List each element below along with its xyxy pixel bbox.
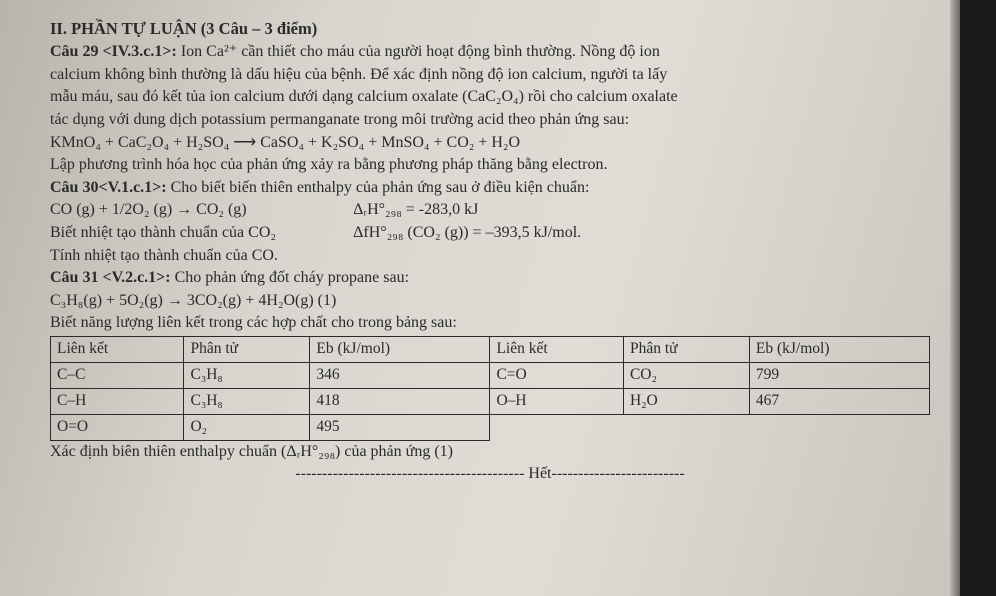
th-4: Phân tử xyxy=(623,336,749,362)
q31-text-1: Cho phản ứng đốt cháy propane sau: xyxy=(171,269,409,286)
q29-equation: KMnO₄ + CaC₂O₄ + H₂SO₄ ⟶ CaSO₄ + K₂SO₄ +… xyxy=(50,132,930,154)
q29-line: Câu 29 <IV.3.c.1>: Ion Ca²⁺ cần thiết ch… xyxy=(50,41,930,63)
q30-eq-left: CO (g) + 1/2O₂ (g) → CO₂ (g) xyxy=(50,199,350,221)
td: 495 xyxy=(310,414,490,440)
td: 418 xyxy=(310,388,490,414)
td: O₂ xyxy=(184,414,310,440)
q29-text-5: Lập phương trình hóa học của phản ứng xả… xyxy=(50,154,930,176)
q31-text-2: Biết năng lượng liên kết trong các hợp c… xyxy=(50,312,930,334)
q30-eq-right: ΔᵣH°₂₉₈ = -283,0 kJ xyxy=(353,201,478,218)
td-empty xyxy=(623,414,749,440)
table-header-row: Liên kết Phân tử Eb (kJ/mol) Liên kết Ph… xyxy=(51,336,930,362)
td: C–H xyxy=(51,388,184,414)
th-1: Phân tử xyxy=(184,336,310,362)
td: 467 xyxy=(749,388,929,414)
table-row: C–H C₃H₈ 418 O–H H₂O 467 xyxy=(51,388,930,414)
q30-eq-row: CO (g) + 1/2O₂ (g) → CO₂ (g) ΔᵣH°₂₉₈ = -… xyxy=(50,199,930,221)
page-shadow xyxy=(950,0,960,596)
td-empty xyxy=(490,414,623,440)
q30-line2-right: ΔfH°₂₉₈ (CO₂ (g)) = –393,5 kJ/mol. xyxy=(353,224,581,241)
q31-label: Câu 31 <V.2.c.1>: xyxy=(50,269,171,286)
bond-energy-table: Liên kết Phân tử Eb (kJ/mol) Liên kết Ph… xyxy=(50,336,930,441)
th-3: Liên kết xyxy=(490,336,623,362)
td: C₃H₈ xyxy=(184,362,310,388)
td-empty xyxy=(749,414,929,440)
q30-line2-row: Biết nhiệt tạo thành chuẩn của CO₂ ΔfH°₂… xyxy=(50,222,930,244)
page-edge xyxy=(960,0,996,596)
td: 799 xyxy=(749,362,929,388)
end-marker: ----------------------------------------… xyxy=(50,463,930,485)
q29-text-3: mẫu máu, sau đó kết tủa ion calcium dưới… xyxy=(50,86,930,108)
q31-equation: C₃H₈(g) + 5O₂(g) → 3CO₂(g) + 4H₂O(g) (1) xyxy=(50,290,930,312)
q30-text-1: Cho biết biến thiên enthalpy của phản ứn… xyxy=(167,179,590,196)
td: CO₂ xyxy=(623,362,749,388)
q31-line: Câu 31 <V.2.c.1>: Cho phản ứng đốt cháy … xyxy=(50,267,930,289)
th-5: Eb (kJ/mol) xyxy=(749,336,929,362)
table-row: C–C C₃H₈ 346 C=O CO₂ 799 xyxy=(51,362,930,388)
q30-line: Câu 30<V.1.c.1>: Cho biết biến thiên ent… xyxy=(50,177,930,199)
td: O–H xyxy=(490,388,623,414)
th-0: Liên kết xyxy=(51,336,184,362)
td: 346 xyxy=(310,362,490,388)
q30-text-3: Tính nhiệt tạo thành chuẩn của CO. xyxy=(50,245,930,267)
q29-label: Câu 29 <IV.3.c.1>: xyxy=(50,43,177,60)
td: C–C xyxy=(51,362,184,388)
q30-line2-left: Biết nhiệt tạo thành chuẩn của CO₂ xyxy=(50,222,350,244)
document-page: II. PHẦN TỰ LUẬN (3 Câu – 3 điểm) Câu 29… xyxy=(0,0,960,596)
q30-label: Câu 30<V.1.c.1>: xyxy=(50,179,167,196)
td: C₃H₈ xyxy=(184,388,310,414)
q29-text-4: tác dụng với dung dịch potassium permang… xyxy=(50,109,930,131)
q29-text-1: Ion Ca²⁺ cần thiết cho máu của người hoạ… xyxy=(177,43,660,60)
q29-text-2: calcium không bình thường là dấu hiệu củ… xyxy=(50,64,930,86)
q31-text-3: Xác định biên thiên enthalpy chuẩn (ΔᵣH°… xyxy=(50,441,930,463)
td: O=O xyxy=(51,414,184,440)
table-row: O=O O₂ 495 xyxy=(51,414,930,440)
th-2: Eb (kJ/mol) xyxy=(310,336,490,362)
td: H₂O xyxy=(623,388,749,414)
td: C=O xyxy=(490,362,623,388)
section-title: II. PHẦN TỰ LUẬN (3 Câu – 3 điểm) xyxy=(50,18,930,40)
